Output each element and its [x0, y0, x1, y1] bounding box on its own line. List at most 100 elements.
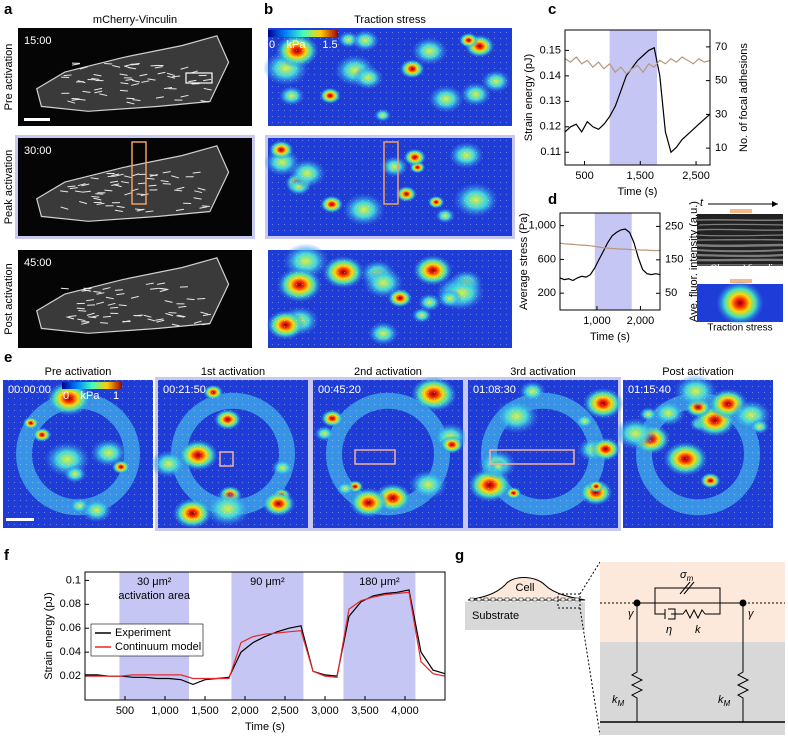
y-tick-label: 200: [538, 287, 556, 299]
vector-grid: [268, 250, 512, 348]
gamma-label: γ: [628, 608, 635, 620]
adhesion: [96, 202, 105, 205]
adhesion-site: [553, 597, 559, 602]
adhesion: [175, 208, 184, 212]
substrate-region: [600, 642, 785, 735]
adhesion: [130, 63, 139, 66]
adhesion: [141, 80, 150, 83]
kymo-band: [696, 248, 784, 253]
adhesion: [193, 320, 202, 324]
y-tick-label: 0.12: [540, 121, 561, 133]
panel-title: Pre activation: [45, 366, 112, 378]
series-line: [564, 56, 711, 75]
vector-grid: [268, 28, 512, 126]
dashpot: [664, 608, 683, 620]
adhesion-site: [560, 597, 566, 602]
adhesion: [194, 190, 203, 194]
panel-title: 1st activation: [201, 366, 265, 378]
panel-label: c: [548, 1, 556, 18]
vector-grid: [313, 380, 463, 528]
adhesion: [77, 98, 86, 101]
adhesion: [188, 79, 197, 83]
adhesion: [172, 75, 181, 78]
adhesion: [113, 184, 122, 188]
adhesion: [201, 205, 210, 207]
adhesion: [146, 177, 155, 180]
adhesion: [131, 79, 140, 83]
y-tick-label: 0.04: [60, 646, 81, 658]
legend: [90, 623, 204, 657]
adhesion: [66, 316, 75, 320]
y-axis-label: Strain energy (pJ): [43, 592, 55, 679]
adhesion: [105, 296, 114, 300]
adhesion: [150, 287, 159, 290]
annotation: 30 μm²: [137, 576, 172, 588]
adhesion-site: [546, 597, 552, 602]
slider: [676, 581, 698, 595]
adhesion: [164, 300, 173, 303]
time-label: 00:21:50: [163, 384, 206, 396]
adhesion: [82, 190, 91, 193]
adhesion-site: [567, 597, 573, 602]
y-tick-label: 0.13: [540, 95, 561, 107]
kM-label-symbol: k: [612, 694, 618, 706]
x-tick-label: 500: [116, 705, 134, 717]
adhesion: [174, 189, 183, 192]
adhesion: [203, 78, 212, 82]
colorbar-label: kPa: [81, 390, 101, 402]
y2-tick-label: 30: [715, 108, 727, 120]
panel-title: Post activation: [662, 366, 734, 378]
adhesion: [110, 180, 119, 183]
y2-tick-label: 10: [715, 142, 727, 154]
series-line: [564, 46, 711, 154]
row-label: Peak activation: [3, 150, 15, 225]
cell: [467, 577, 586, 601]
adhesion: [176, 186, 185, 190]
adhesion: [68, 315, 77, 318]
zoom-box: [557, 593, 581, 609]
y-axis-label: Strain energy (pJ): [523, 54, 535, 141]
y-tick-label: 0.02: [60, 670, 81, 682]
adhesion: [122, 320, 131, 323]
adhesion: [69, 187, 78, 190]
sigma-label-subscript: m: [687, 574, 694, 583]
adhesion: [109, 306, 119, 309]
adhesion: [137, 182, 147, 185]
adhesion: [112, 64, 121, 68]
adhesion: [159, 289, 168, 293]
panel-title: Traction stress: [354, 14, 426, 26]
adhesion-site: [574, 597, 580, 602]
annotation: activation area: [118, 590, 190, 602]
adhesion-site: [532, 597, 538, 602]
y-axis-label: Average stress (Pa): [518, 213, 530, 310]
panel-label: g: [455, 547, 464, 564]
series-line: [85, 591, 446, 680]
adhesion: [100, 322, 109, 324]
adhesion: [200, 99, 209, 103]
kM-label-symbol: k: [718, 694, 724, 706]
adhesion: [86, 299, 95, 302]
plot-frame: [84, 571, 446, 701]
adhesion: [126, 101, 135, 105]
adhesion: [155, 96, 164, 99]
legend-label: Continuum model: [115, 641, 201, 653]
colorbar-label: 0: [63, 390, 69, 402]
adhesion: [149, 174, 158, 177]
kM-label-subscript: M: [724, 699, 731, 708]
y2-axis-label: Ave. fluor. intensity (a.u.): [688, 201, 700, 322]
kymo-band: [696, 243, 784, 248]
adhesion: [60, 206, 69, 210]
adhesion-site: [504, 597, 510, 602]
adhesion: [63, 74, 72, 77]
adhesion: [147, 78, 156, 81]
axis-label: t: [700, 197, 704, 209]
panel-title: 2nd activation: [354, 366, 422, 378]
image-label: Traction stress: [707, 323, 772, 334]
y2-tick-label: 50: [715, 75, 727, 87]
adhesion: [93, 73, 102, 77]
adhesion: [83, 289, 92, 292]
cell-region: [600, 562, 785, 642]
adhesion: [78, 310, 87, 312]
adhesion-site: [525, 597, 531, 602]
adhesion: [145, 282, 154, 285]
